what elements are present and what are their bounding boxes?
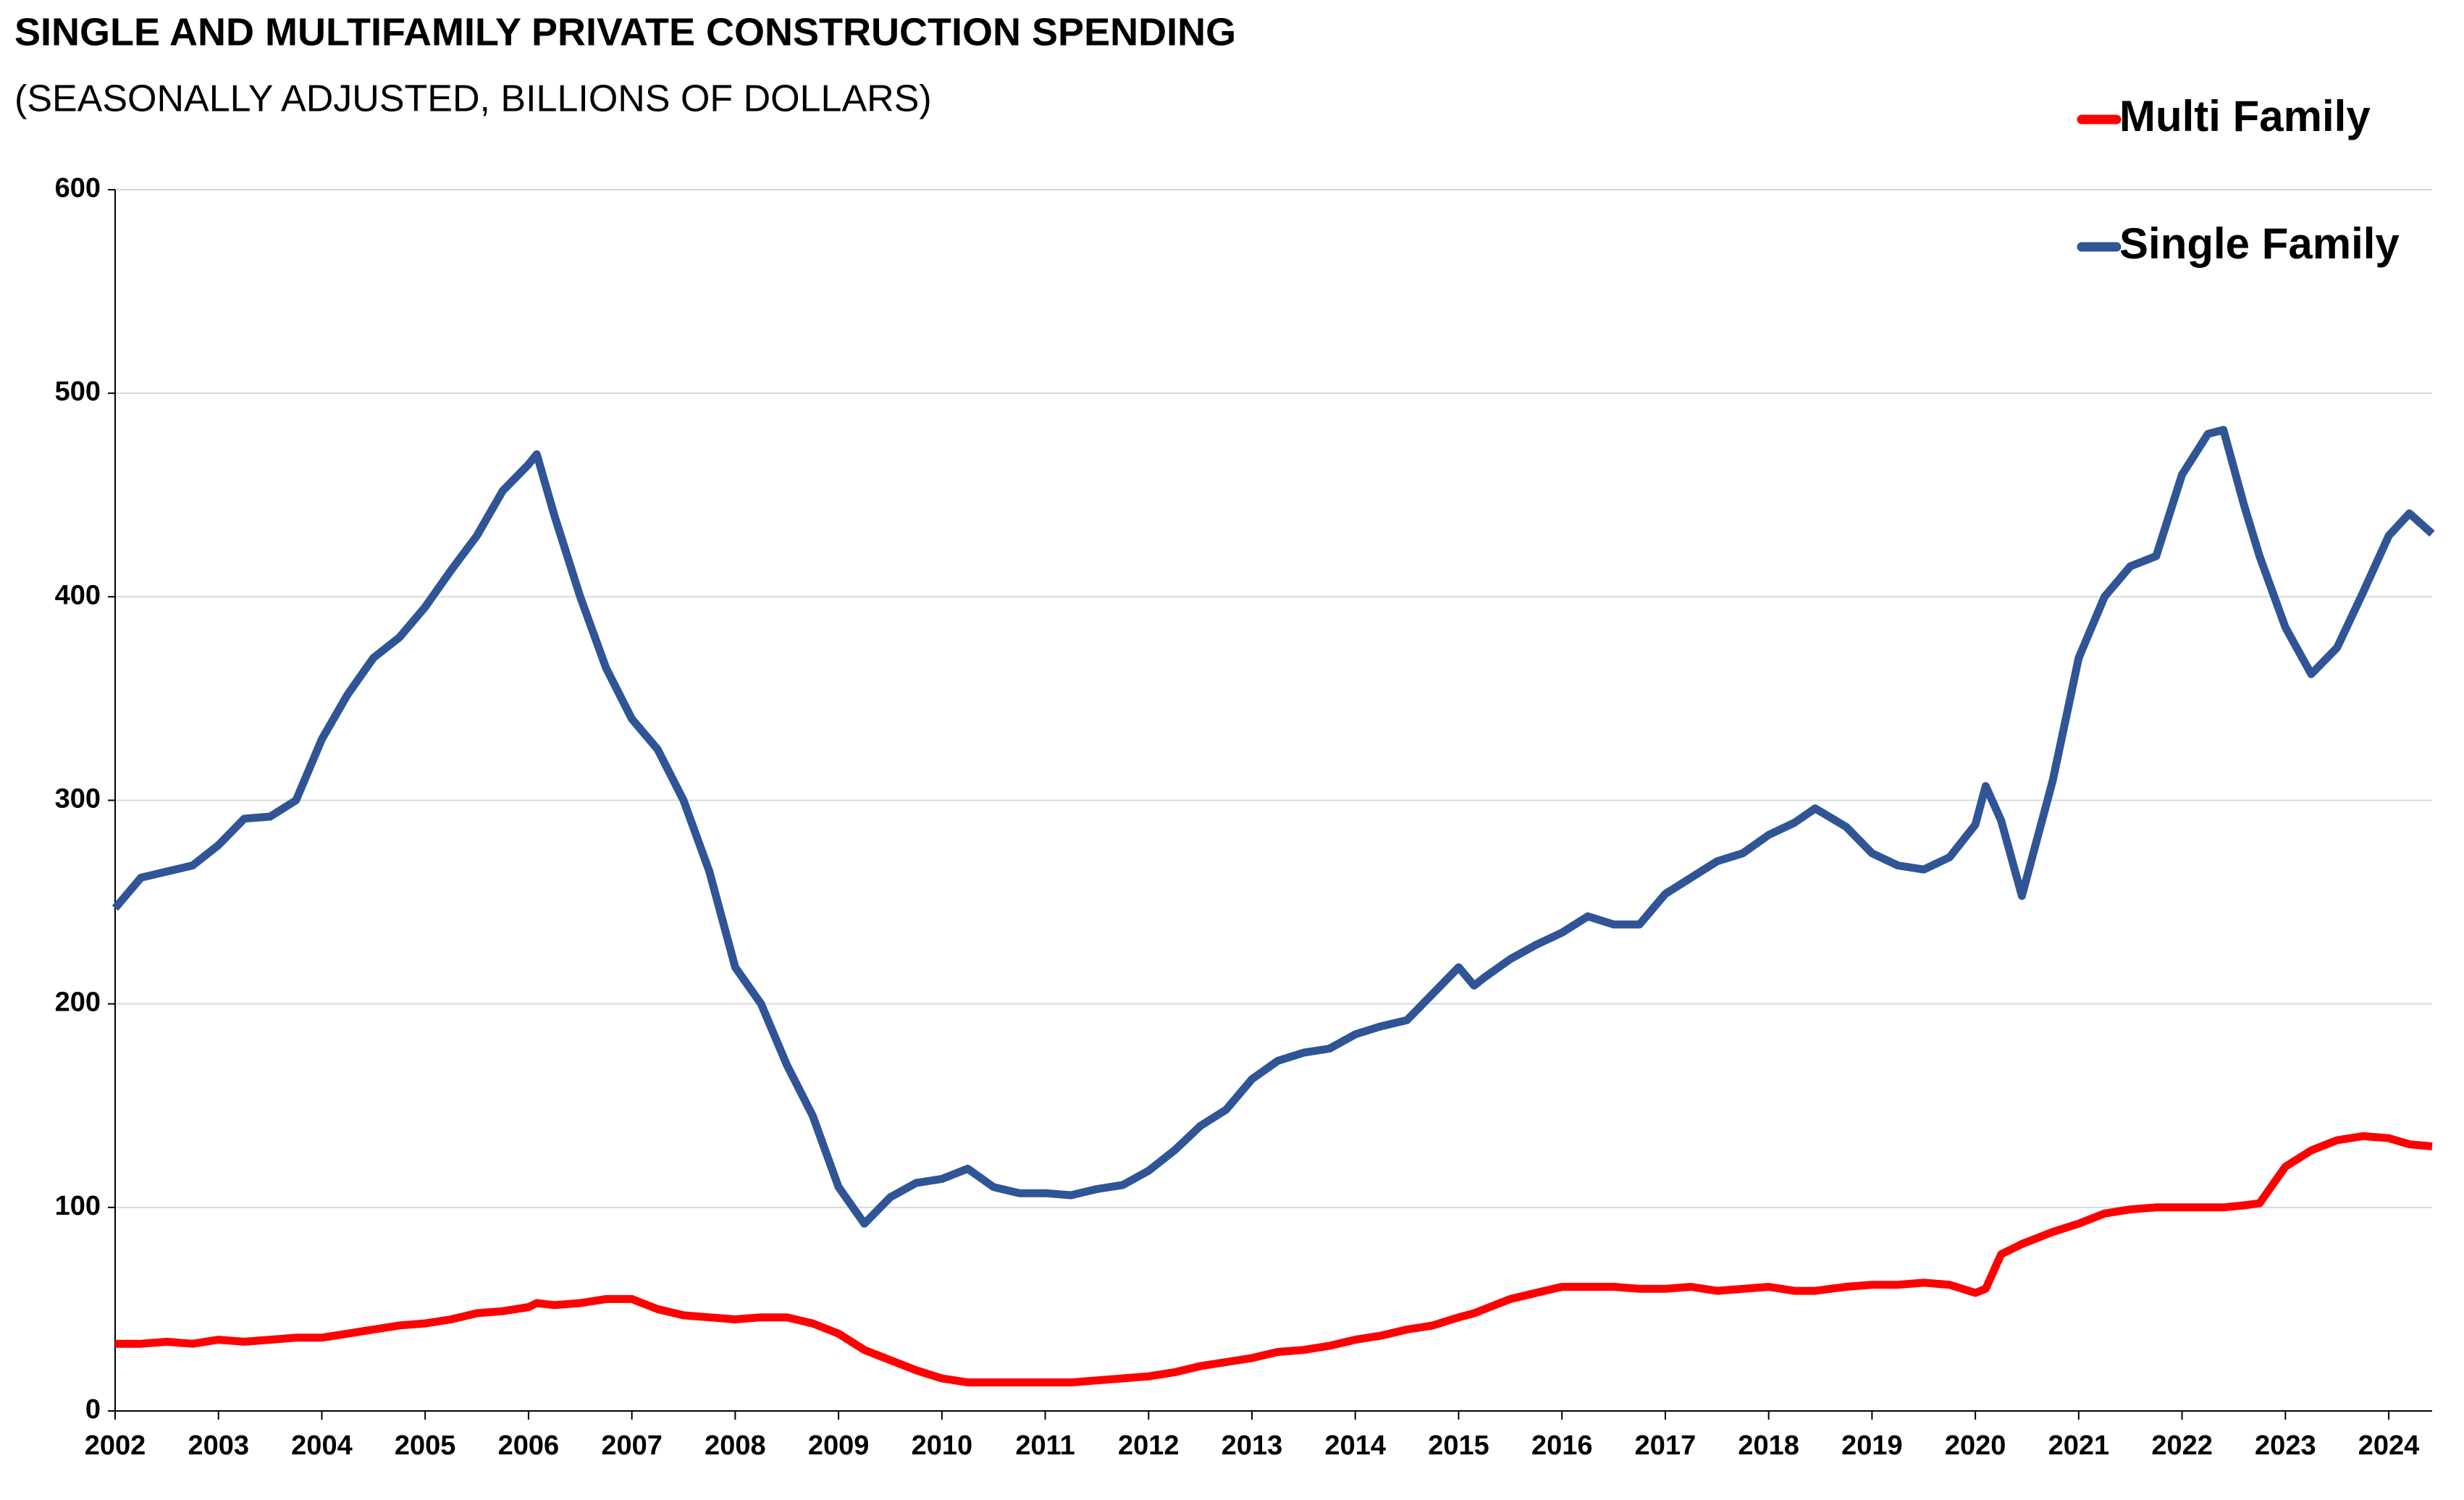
x-tick-label: 2021	[2048, 1431, 2110, 1461]
x-tick-label: 2003	[188, 1431, 249, 1461]
x-tick-label: 2014	[1324, 1431, 1386, 1461]
series-line	[112, 426, 2435, 1228]
x-tick-label: 2020	[1945, 1431, 2006, 1461]
x-tick-label: 2022	[2151, 1431, 2213, 1461]
x-tick-label: 2007	[601, 1431, 663, 1461]
x-tick-label: 2010	[912, 1431, 973, 1461]
y-tick-label: 100	[55, 1191, 101, 1221]
x-tick-label: 2012	[1118, 1431, 1180, 1461]
x-tick-label: 2015	[1428, 1431, 1489, 1461]
series-line	[115, 1132, 2433, 1387]
x-tick-label: 2005	[395, 1431, 456, 1461]
legend-label: Multi Family	[2119, 92, 2371, 140]
x-tick-label: 2013	[1222, 1431, 1283, 1461]
chart-title: SINGLE AND MULTIFAMILY PRIVATE CONSTRUCT…	[14, 10, 1236, 54]
x-tick-label: 2018	[1738, 1431, 1799, 1461]
x-tick-label: 2004	[291, 1431, 353, 1461]
y-tick-label: 400	[55, 580, 101, 610]
x-tick-label: 2008	[705, 1431, 766, 1461]
x-tick-label: 2002	[85, 1431, 146, 1461]
y-tick-label: 200	[55, 987, 101, 1018]
x-tick-label: 2009	[808, 1431, 870, 1461]
y-tick-label: 0	[85, 1394, 101, 1425]
y-tick-label: 500	[55, 376, 101, 407]
legend-label: Single Family	[2119, 219, 2400, 268]
x-tick-label: 2006	[498, 1431, 560, 1461]
x-tick-label: 2011	[1015, 1431, 1075, 1461]
x-tick-label: 2017	[1635, 1431, 1696, 1461]
y-tick-label: 600	[55, 173, 101, 203]
chart-subtitle: (SEASONALLY ADJUSTED, BILLIONS OF DOLLAR…	[14, 78, 932, 120]
x-tick-label: 2024	[2358, 1431, 2420, 1461]
x-tick-label: 2019	[1841, 1431, 1903, 1461]
x-tick-label: 2016	[1531, 1431, 1593, 1461]
x-tick-label: 2023	[2255, 1431, 2316, 1461]
y-tick-label: 300	[55, 784, 101, 814]
